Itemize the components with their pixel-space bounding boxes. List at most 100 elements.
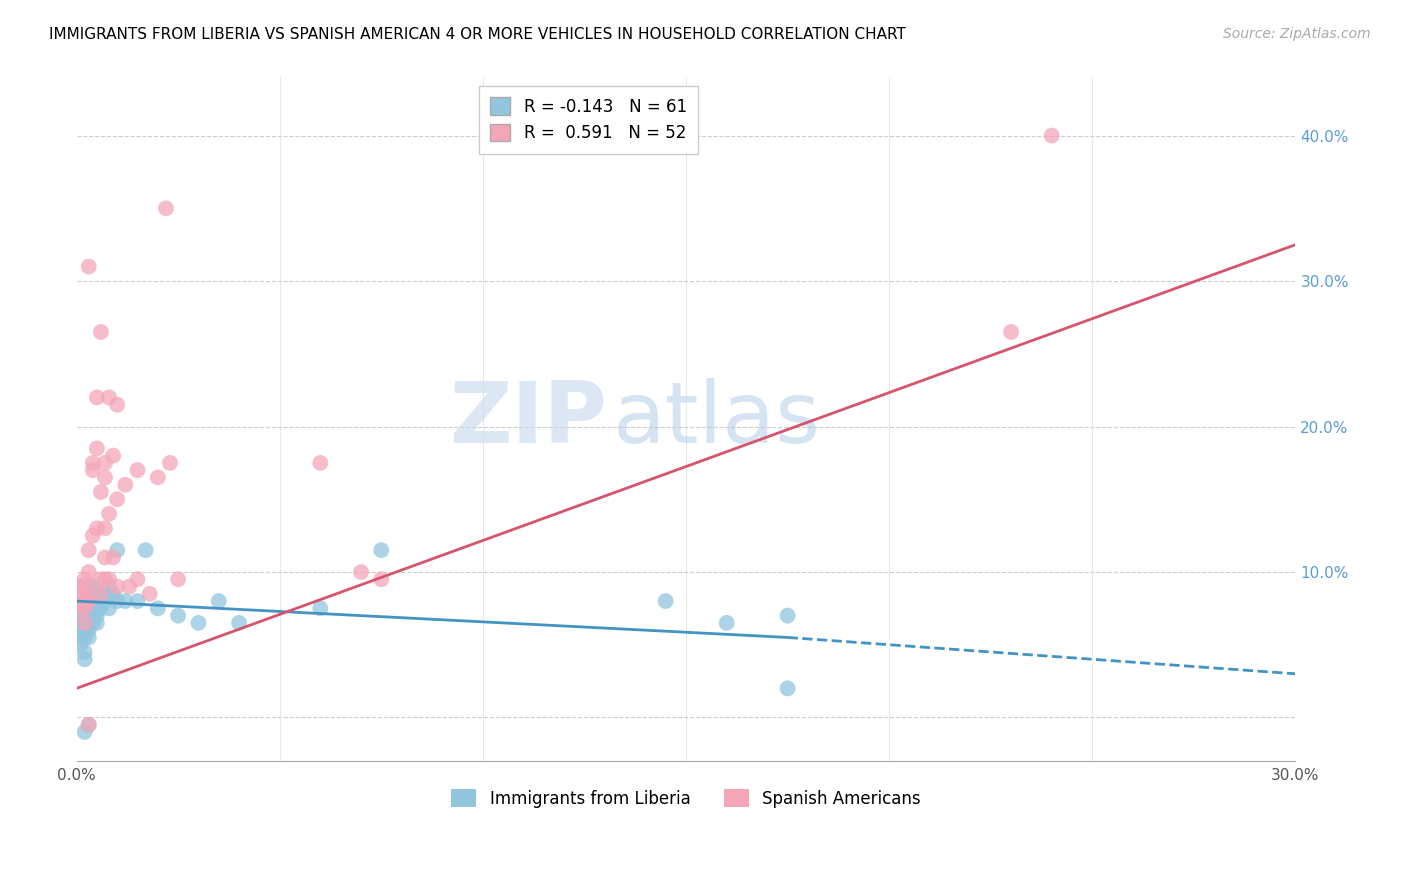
Point bbox=[69, 594, 91, 608]
Point bbox=[69, 601, 91, 615]
Point bbox=[77, 631, 100, 645]
Point bbox=[82, 601, 104, 615]
Point bbox=[73, 725, 96, 739]
Point bbox=[69, 608, 91, 623]
Point bbox=[228, 615, 250, 630]
Point bbox=[90, 572, 112, 586]
Point bbox=[77, 580, 100, 594]
Point bbox=[77, 594, 100, 608]
Point bbox=[90, 485, 112, 500]
Point bbox=[127, 463, 149, 477]
Point bbox=[127, 594, 149, 608]
Point bbox=[77, 608, 100, 623]
Point bbox=[98, 507, 121, 521]
Point bbox=[73, 615, 96, 630]
Legend: Immigrants from Liberia, Spanish Americans: Immigrants from Liberia, Spanish America… bbox=[444, 783, 928, 814]
Point bbox=[127, 572, 149, 586]
Point bbox=[77, 580, 100, 594]
Point bbox=[167, 608, 190, 623]
Point bbox=[309, 601, 332, 615]
Point bbox=[69, 580, 91, 594]
Point bbox=[90, 587, 112, 601]
Point bbox=[77, 565, 100, 579]
Point bbox=[105, 543, 128, 558]
Point bbox=[350, 565, 373, 579]
Text: Source: ZipAtlas.com: Source: ZipAtlas.com bbox=[1223, 27, 1371, 41]
Point bbox=[69, 594, 91, 608]
Point bbox=[370, 572, 392, 586]
Point bbox=[73, 594, 96, 608]
Point bbox=[90, 594, 112, 608]
Point bbox=[1040, 128, 1063, 143]
Point bbox=[135, 543, 157, 558]
Point bbox=[86, 521, 108, 535]
Point bbox=[73, 623, 96, 637]
Point bbox=[73, 652, 96, 666]
Point bbox=[69, 631, 91, 645]
Point bbox=[90, 587, 112, 601]
Point bbox=[73, 645, 96, 659]
Point bbox=[776, 681, 799, 696]
Point bbox=[86, 442, 108, 456]
Point bbox=[94, 572, 117, 586]
Point bbox=[77, 594, 100, 608]
Point bbox=[73, 608, 96, 623]
Point bbox=[69, 601, 91, 615]
Point bbox=[98, 572, 121, 586]
Point bbox=[94, 470, 117, 484]
Point bbox=[90, 325, 112, 339]
Point bbox=[114, 594, 136, 608]
Point bbox=[73, 587, 96, 601]
Point bbox=[94, 521, 117, 535]
Point bbox=[94, 456, 117, 470]
Point bbox=[101, 587, 124, 601]
Point bbox=[98, 580, 121, 594]
Point bbox=[776, 608, 799, 623]
Point bbox=[77, 717, 100, 731]
Point bbox=[73, 587, 96, 601]
Point bbox=[86, 608, 108, 623]
Point bbox=[94, 550, 117, 565]
Text: IMMIGRANTS FROM LIBERIA VS SPANISH AMERICAN 4 OR MORE VEHICLES IN HOUSEHOLD CORR: IMMIGRANTS FROM LIBERIA VS SPANISH AMERI… bbox=[49, 27, 905, 42]
Point bbox=[94, 594, 117, 608]
Point bbox=[101, 550, 124, 565]
Point bbox=[69, 638, 91, 652]
Point bbox=[114, 477, 136, 491]
Point bbox=[82, 456, 104, 470]
Point bbox=[370, 543, 392, 558]
Point bbox=[77, 543, 100, 558]
Point bbox=[105, 580, 128, 594]
Point bbox=[73, 631, 96, 645]
Point bbox=[146, 601, 169, 615]
Point bbox=[73, 594, 96, 608]
Point bbox=[82, 580, 104, 594]
Point bbox=[82, 463, 104, 477]
Point bbox=[716, 615, 738, 630]
Point bbox=[94, 587, 117, 601]
Point bbox=[77, 587, 100, 601]
Point bbox=[98, 601, 121, 615]
Point bbox=[77, 601, 100, 615]
Point bbox=[1000, 325, 1022, 339]
Point bbox=[77, 615, 100, 630]
Point bbox=[73, 601, 96, 615]
Point bbox=[105, 398, 128, 412]
Point bbox=[69, 580, 91, 594]
Point bbox=[187, 615, 209, 630]
Point bbox=[77, 717, 100, 731]
Point bbox=[73, 615, 96, 630]
Point bbox=[86, 587, 108, 601]
Point bbox=[86, 601, 108, 615]
Point bbox=[138, 587, 160, 601]
Point bbox=[69, 587, 91, 601]
Point bbox=[82, 528, 104, 542]
Point bbox=[73, 601, 96, 615]
Point bbox=[105, 594, 128, 608]
Point bbox=[69, 623, 91, 637]
Point bbox=[90, 601, 112, 615]
Point bbox=[654, 594, 676, 608]
Point bbox=[77, 623, 100, 637]
Point bbox=[208, 594, 231, 608]
Point bbox=[73, 572, 96, 586]
Point bbox=[159, 456, 181, 470]
